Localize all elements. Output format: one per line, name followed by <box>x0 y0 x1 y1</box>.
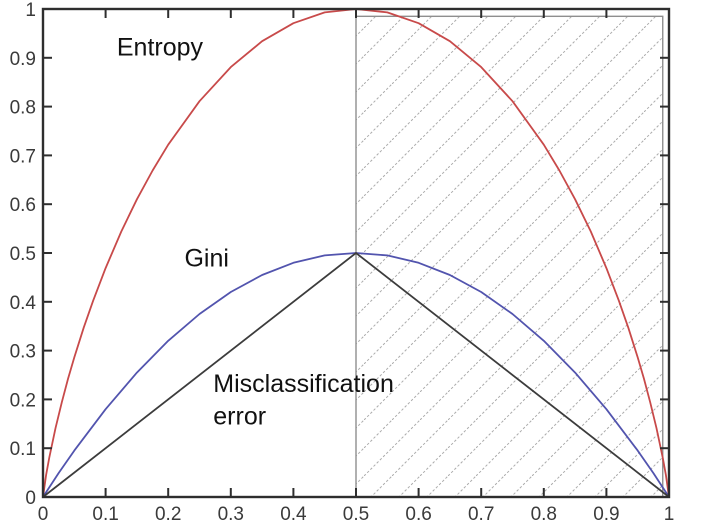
y-tick-label: 1 <box>25 0 36 21</box>
y-tick-label: 0.9 <box>10 49 36 70</box>
x-tick-label: 0.9 <box>593 504 619 525</box>
x-tick-label: 0.8 <box>531 504 557 525</box>
annotation-misclassification-error: Misclassification error <box>213 370 394 431</box>
x-tick-label: 0.3 <box>218 504 244 525</box>
x-tick-label: 0.4 <box>280 504 307 525</box>
x-tick-label: 0.7 <box>468 504 494 525</box>
x-tick-label: 0.5 <box>343 504 369 525</box>
y-tick-label: 0.2 <box>10 390 36 411</box>
x-tick-label: 0.1 <box>92 504 118 525</box>
y-tick-label: 0.4 <box>10 293 37 314</box>
hatched-region <box>355 15 664 498</box>
axis-ticks <box>42 8 670 498</box>
annotation-text: error <box>213 403 266 431</box>
y-tick-label: 0.7 <box>10 146 36 167</box>
x-tick-label: 0.2 <box>155 504 181 525</box>
y-tick-label: 0 <box>25 488 36 509</box>
annotation-text: Gini <box>184 245 228 273</box>
misclassification-curve <box>42 252 670 498</box>
annotation-entropy: Entropy <box>117 33 204 61</box>
y-axis-tick-labels: 0 0.1 0.2 0.3 0.4 0.5 0.6 0.7 0.8 0.9 1 <box>10 0 37 509</box>
annotation-text: Entropy <box>117 33 204 61</box>
x-tick-label: 0.6 <box>405 504 431 525</box>
annotation-text: Misclassification <box>213 370 394 398</box>
x-tick-label: 0 <box>38 504 49 525</box>
y-tick-label: 0.8 <box>10 98 36 119</box>
y-tick-label: 0.3 <box>10 342 36 363</box>
x-axis-tick-labels: 0 0.1 0.2 0.3 0.4 0.5 0.6 0.7 0.8 0.9 1 <box>38 504 675 525</box>
y-tick-label: 0.6 <box>10 195 36 216</box>
y-tick-label: 0.5 <box>10 244 36 265</box>
y-tick-label: 0.1 <box>10 439 36 460</box>
x-tick-label: 1 <box>664 504 675 525</box>
annotation-gini: Gini <box>184 245 228 273</box>
